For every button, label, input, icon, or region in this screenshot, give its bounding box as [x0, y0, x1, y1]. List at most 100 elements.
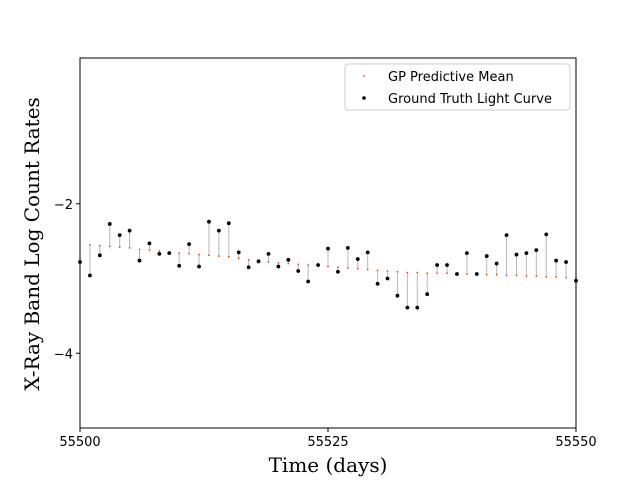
gp-mean-point [485, 273, 488, 276]
gp-mean-point [406, 271, 409, 274]
gp-mean-point [237, 257, 240, 260]
ground-truth-point [306, 279, 311, 284]
gp-mean-point [436, 272, 439, 275]
gp-mean-point [565, 276, 567, 279]
ground-truth-point [484, 254, 489, 258]
ground-truth-point [336, 269, 340, 274]
ground-truth-point [425, 292, 430, 297]
gp-mean-point [396, 270, 399, 273]
ground-truth-point [554, 258, 559, 263]
gp-mean-point [525, 275, 528, 278]
y-axis-title: X-Ray Band Log Count Rates [20, 97, 44, 391]
gp-mean-point [208, 254, 210, 257]
gp-mean-point [118, 246, 121, 249]
ground-truth-point [504, 233, 509, 238]
gp-mean-point [505, 274, 508, 277]
gp-mean-point [198, 253, 200, 256]
ground-truth-point [474, 272, 479, 276]
x-tick-label: 55525 [307, 435, 348, 450]
ground-truth-point [147, 241, 152, 246]
gp-mean-point [366, 268, 369, 271]
ground-truth-point [286, 257, 291, 262]
ground-truth-point [355, 257, 360, 261]
ground-truth-point [117, 233, 122, 238]
ground-truth-point [177, 263, 182, 268]
legend-mean-marker [363, 75, 365, 77]
ground-truth-point [246, 265, 251, 270]
gp-mean-point [89, 243, 91, 246]
legend: GP Predictive Mean Ground Truth Light Cu… [344, 63, 571, 111]
gp-mean-point [108, 245, 111, 248]
ground-truth-series [78, 219, 578, 310]
gp-mean-point [337, 266, 339, 269]
ground-truth-point [445, 263, 449, 267]
y-tick-label: −4 [54, 347, 73, 362]
gp-mean-point [426, 272, 429, 275]
ground-truth-point [365, 250, 370, 255]
gp-mean-point [188, 252, 191, 255]
gp-mean-point [267, 261, 270, 263]
ground-truth-point [256, 259, 261, 264]
gp-mean-point [158, 249, 161, 252]
ground-truth-point [207, 219, 211, 224]
gp-mean-point [545, 276, 548, 278]
ground-truth-point [167, 251, 172, 255]
gp-mean-point [178, 252, 181, 254]
gp-mean-point [98, 244, 101, 247]
ground-truth-point [88, 273, 92, 278]
ground-truth-point [435, 263, 440, 267]
gp-mean-point [386, 270, 389, 272]
gp-mean-point [495, 273, 498, 276]
ground-truth-point [137, 258, 142, 263]
legend-truth-marker [362, 96, 366, 100]
ground-truth-point [405, 305, 410, 310]
y-tick-label: −2 [54, 198, 73, 213]
gp-mean-point [247, 258, 250, 261]
ground-truth-point [564, 260, 568, 264]
ground-truth-point [464, 251, 469, 255]
ground-truth-point [524, 251, 529, 255]
gp-mean-point [128, 246, 131, 249]
ground-truth-point [296, 269, 301, 273]
axis-ticks: 55500 55525 55550 −4 −2 [54, 198, 597, 450]
ground-truth-point [157, 251, 162, 256]
legend-mean-label: GP Predictive Mean [388, 70, 514, 85]
gp-mean-point [446, 272, 448, 275]
plot-frame [79, 57, 577, 429]
ground-truth-point [544, 232, 549, 237]
gp-mean-point [327, 265, 329, 268]
gp-mean-point [416, 271, 419, 274]
gp-mean-point [346, 267, 349, 269]
gp-mean-point [217, 255, 220, 257]
ground-truth-point [276, 264, 281, 269]
gp-mean-point [515, 274, 518, 277]
gp-mean-point [356, 267, 359, 270]
ground-truth-point [534, 248, 539, 253]
gp-mean-point [297, 263, 300, 266]
ground-truth-point [345, 245, 350, 250]
ground-truth-point [187, 242, 192, 247]
gp-mean-point [138, 248, 141, 251]
ground-truth-point [97, 253, 102, 258]
gp-mean-point [555, 276, 558, 278]
ground-truth-point [226, 221, 231, 226]
ground-truth-point [127, 228, 132, 233]
ground-truth-point [316, 263, 320, 267]
ground-truth-point [494, 261, 499, 266]
ground-truth-point [236, 250, 241, 255]
residual-lines [89, 221, 577, 308]
ground-truth-point [197, 264, 201, 269]
ground-truth-point [385, 276, 390, 281]
x-tick-label: 55500 [59, 435, 100, 450]
ground-truth-point [107, 222, 112, 226]
gp-mean-point [535, 275, 538, 278]
ground-truth-point [395, 293, 400, 298]
x-tick-label: 55550 [555, 435, 596, 450]
gp-mean-point [277, 261, 280, 264]
gp-mean-point [465, 273, 468, 275]
ground-truth-point [514, 252, 519, 257]
ground-truth-point [216, 228, 221, 233]
ground-truth-point [326, 246, 330, 251]
gp-mean-point [287, 262, 290, 265]
